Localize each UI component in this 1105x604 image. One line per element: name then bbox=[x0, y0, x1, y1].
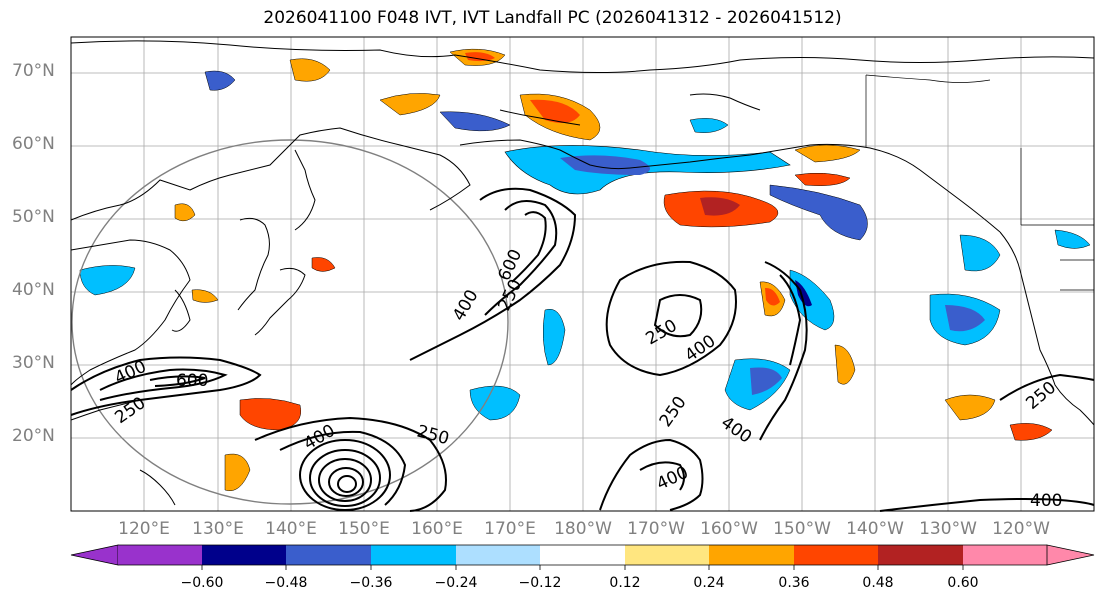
lon-label: 180°W bbox=[554, 519, 612, 539]
lon-label: 140°W bbox=[846, 519, 904, 539]
lon-label: 170°W bbox=[627, 519, 685, 539]
colorbar-bin bbox=[709, 545, 794, 565]
negative-patch bbox=[769, 184, 868, 241]
colorbar-tick-label: −0.24 bbox=[434, 575, 478, 591]
lon-label: 160°W bbox=[700, 519, 758, 539]
lon-label: 140°E bbox=[265, 519, 317, 539]
negative-patch bbox=[945, 305, 985, 332]
colorbar-bin bbox=[540, 545, 625, 565]
lon-label: 120°E bbox=[118, 519, 170, 539]
lat-label: 60°N bbox=[12, 134, 55, 154]
graticule bbox=[71, 37, 1094, 511]
positive-patch bbox=[311, 257, 336, 272]
colorbar-bin bbox=[456, 545, 540, 565]
positive-patch bbox=[191, 289, 219, 303]
colorbar-extend-low bbox=[70, 544, 119, 566]
lon-label: 150°E bbox=[338, 519, 390, 539]
colorbar-extend-high bbox=[1046, 544, 1095, 566]
borders bbox=[865, 74, 1094, 291]
negative-patch bbox=[795, 280, 812, 307]
lon-label: 160°E bbox=[411, 519, 463, 539]
positive-patch bbox=[239, 398, 302, 431]
negative-patch bbox=[750, 367, 782, 395]
negative-patch bbox=[560, 155, 650, 175]
positive-patch bbox=[794, 144, 861, 163]
lat-label: 20°N bbox=[12, 426, 55, 446]
negative-patch bbox=[542, 308, 566, 366]
colorbar-bin bbox=[794, 545, 878, 565]
negative-patch bbox=[79, 265, 136, 296]
map-frame bbox=[70, 36, 1095, 512]
colorbar-bin bbox=[963, 545, 1047, 565]
colorbar bbox=[70, 544, 1095, 570]
positive-patch bbox=[700, 197, 740, 216]
lon-label: 120°W bbox=[992, 519, 1050, 539]
colorbar-tick-label: −0.36 bbox=[349, 575, 393, 591]
colorbar-tick-label: −0.60 bbox=[180, 575, 224, 591]
lat-label: 30°N bbox=[12, 353, 55, 373]
positive-patch bbox=[174, 203, 196, 222]
lat-label: 70°N bbox=[12, 61, 55, 81]
positive-patch bbox=[794, 172, 851, 186]
colorbar-tick-label: 0.60 bbox=[947, 575, 979, 591]
colorbar-tick-label: 0.24 bbox=[693, 575, 725, 591]
positive-patch bbox=[944, 394, 996, 421]
coastlines bbox=[70, 40, 1095, 506]
ivt-anomaly-fills bbox=[79, 48, 1091, 492]
lon-label: 130°W bbox=[919, 519, 977, 539]
lon-label: 170°E bbox=[484, 519, 536, 539]
colorbar-tick-label: −0.48 bbox=[264, 575, 308, 591]
colorbar-bin bbox=[625, 545, 709, 565]
colorbar-tick-label: 0.36 bbox=[778, 575, 810, 591]
lat-label: 50°N bbox=[12, 207, 55, 227]
colorbar-bin bbox=[878, 545, 963, 565]
negative-patch bbox=[959, 234, 1001, 272]
negative-patch bbox=[469, 385, 521, 421]
colorbar-bin bbox=[371, 545, 456, 565]
colorbar-ticks bbox=[201, 565, 964, 570]
positive-patch bbox=[530, 99, 580, 124]
lon-label: 150°W bbox=[773, 519, 831, 539]
positive-patch bbox=[834, 344, 856, 385]
colorbar-tick-label: −0.12 bbox=[518, 575, 562, 591]
positive-patch bbox=[1009, 423, 1053, 441]
negative-patch bbox=[204, 70, 236, 91]
ivt-contours bbox=[70, 187, 1095, 512]
positive-patch bbox=[224, 453, 251, 492]
positive-patch bbox=[765, 287, 780, 306]
lon-label: 130°E bbox=[192, 519, 244, 539]
negative-patch bbox=[1054, 229, 1091, 249]
contour-label: 600 bbox=[176, 371, 208, 391]
colorbar-tick-label: 0.48 bbox=[862, 575, 894, 591]
contour-label: 400 bbox=[1030, 491, 1062, 511]
positive-patch bbox=[465, 52, 495, 62]
landfall-region-circle bbox=[71, 139, 509, 505]
negative-patch bbox=[689, 118, 729, 133]
positive-patch bbox=[379, 93, 441, 116]
colorbar-bin bbox=[286, 545, 371, 565]
colorbar-tick-label: 0.12 bbox=[609, 575, 641, 591]
lat-label: 40°N bbox=[12, 280, 55, 300]
colorbar-bin bbox=[118, 545, 202, 565]
colorbar-bin bbox=[202, 545, 286, 565]
positive-patch bbox=[289, 58, 331, 82]
map-title: 2026041100 F048 IVT, IVT Landfall PC (20… bbox=[263, 8, 842, 28]
negative-patch bbox=[439, 111, 511, 132]
